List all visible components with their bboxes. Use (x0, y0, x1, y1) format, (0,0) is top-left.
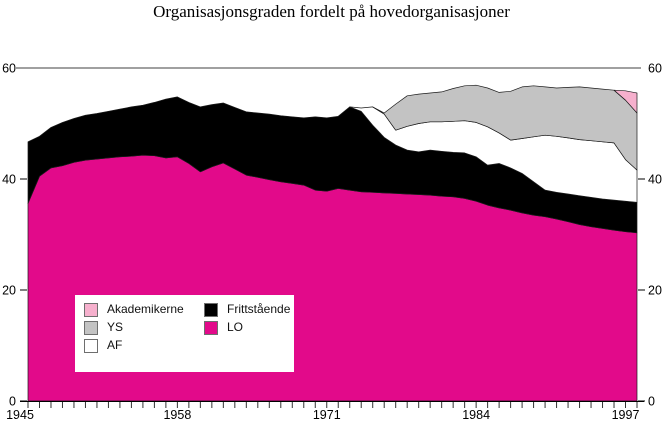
area-ys (372, 84, 638, 171)
y-tick-label-right: 60 (648, 62, 662, 76)
chart-title: Organisasjonsgraden fordelt på hovedorga… (153, 2, 510, 21)
akademikerne-swatch-icon (84, 302, 98, 317)
y-tick-label-left: 20 (2, 284, 16, 298)
legend-label: LO (227, 320, 244, 334)
legend-label: YS (107, 320, 124, 334)
ys-swatch-icon (84, 320, 98, 335)
af-swatch-icon (84, 338, 98, 353)
x-tick-label: 1958 (163, 408, 191, 422)
legend-label: Akademikerne (107, 302, 184, 316)
x-tick-label: 1971 (313, 408, 341, 422)
legend-label: AF (107, 338, 123, 352)
legend-item-lo: LO (204, 320, 290, 335)
y-tick-label-left: 0 (9, 395, 16, 409)
legend-item-af: AF (84, 338, 204, 353)
legend-item-ys: YS (84, 320, 204, 335)
legend-item-frittstaaende: Frittstående (204, 302, 291, 317)
frittstaaende-swatch-icon (204, 302, 218, 317)
y-tick-label-right: 20 (648, 284, 662, 298)
area-akademikerne (613, 89, 638, 114)
legend-item-akademikerne: Akademikerne (84, 302, 204, 317)
x-tick-label: 1997 (612, 408, 640, 422)
legend-label: Frittstående (227, 302, 291, 316)
legend-column-1: Akademikerne YS AF (84, 302, 204, 372)
y-tick-label-right: 40 (648, 173, 662, 187)
legend-column-2: Frittstående LO (204, 302, 291, 372)
area-frittst-ende (27, 96, 638, 234)
x-tick-label: 1984 (462, 408, 490, 422)
y-tick-label-right: 0 (648, 395, 655, 409)
y-tick-label-left: 40 (2, 173, 16, 187)
lo-swatch-icon (204, 320, 218, 335)
x-tick-label: 1945 (6, 408, 34, 422)
legend: Akademikerne YS AF Frittstående LO (75, 295, 294, 372)
y-tick-label-left: 60 (2, 62, 16, 76)
